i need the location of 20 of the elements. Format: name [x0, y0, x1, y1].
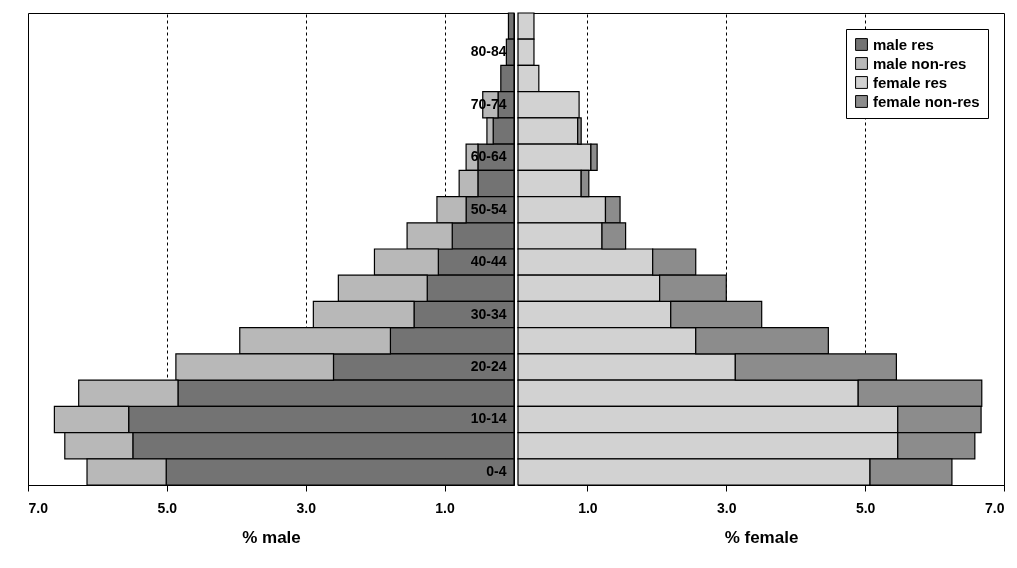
- legend-label: male res: [873, 35, 934, 53]
- y-tick-label: 10-14: [470, 410, 507, 427]
- x-tick-label: 1.0: [435, 499, 456, 516]
- x-axis-title: % male: [242, 527, 301, 547]
- x-axis-title: % female: [724, 527, 799, 547]
- legend-label: female res: [873, 73, 948, 91]
- y-tick-label: 30-34: [470, 305, 507, 322]
- x-tick-label: 3.0: [717, 499, 737, 516]
- y-tick-label: 50-54: [470, 200, 507, 217]
- x-tick-label: 3.0: [296, 499, 317, 516]
- x-tick-label: 5.0: [855, 499, 876, 516]
- y-tick-label: 40-44: [470, 253, 507, 270]
- x-tick-label: 1.0: [578, 499, 598, 516]
- y-tick-label: 20-24: [470, 358, 507, 374]
- legend-label: female non-res: [873, 92, 980, 110]
- x-tick-label: 7.0: [985, 499, 1005, 516]
- legend-label: male non-res: [873, 54, 967, 72]
- x-tick-label: 7.0: [28, 499, 49, 516]
- x-tick-label: 5.0: [157, 499, 178, 516]
- y-tick-label: 0-4: [486, 462, 507, 479]
